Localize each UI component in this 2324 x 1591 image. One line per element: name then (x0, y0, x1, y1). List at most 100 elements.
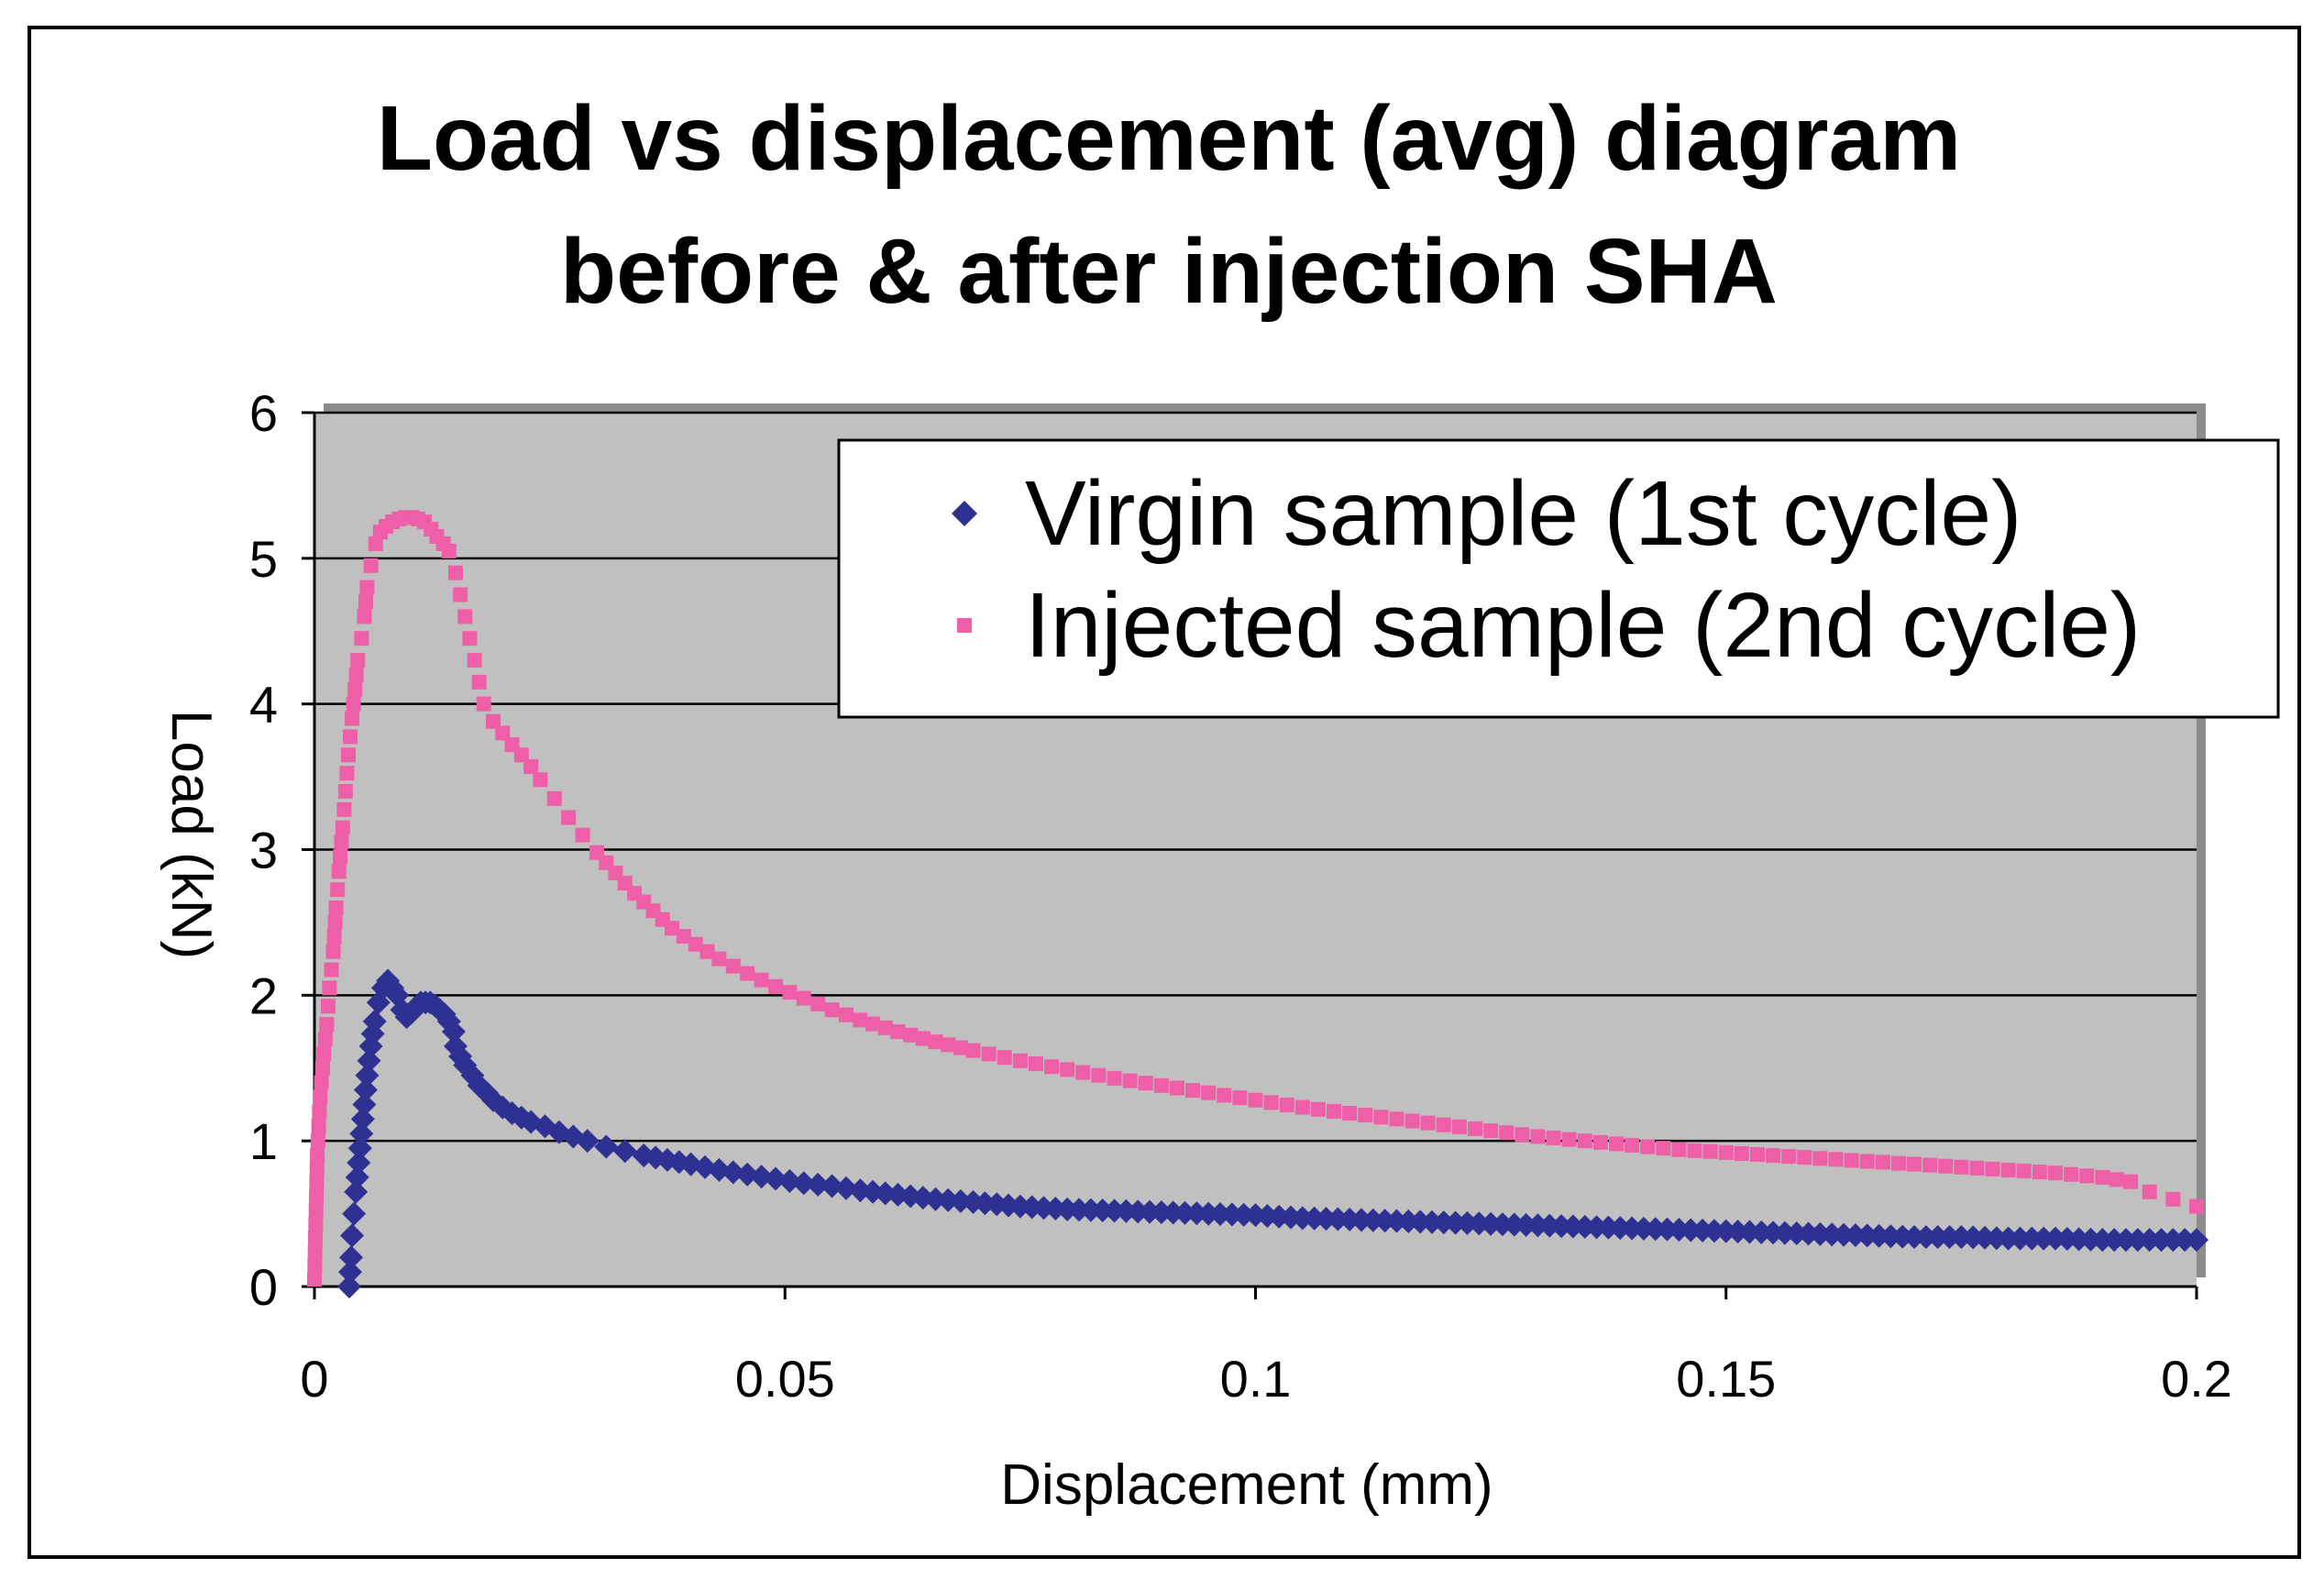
series-1-point-154 (1718, 1144, 1734, 1160)
series-1-point-182 (2165, 1191, 2181, 1207)
series-1-point-168 (1938, 1158, 1954, 1174)
series-1-point-147 (1608, 1136, 1624, 1152)
series-1-point-62 (462, 631, 478, 646)
series-1-point-169 (1954, 1159, 1969, 1175)
series-1-point-70 (523, 758, 539, 774)
series-1-point-33 (339, 766, 355, 781)
series-1-point-176 (2064, 1166, 2079, 1182)
y-axis-ticks: 0 1 2 3 4 5 6 (249, 384, 314, 1316)
series-1-point-96 (838, 1007, 854, 1022)
series-1-point-140 (1499, 1125, 1514, 1141)
series-0-point-58 (707, 1157, 732, 1182)
series-0-point-7 (347, 1150, 371, 1175)
series-1-point-171 (1985, 1161, 2000, 1177)
series-1-point-116 (1122, 1073, 1138, 1088)
series-1-point-8 (309, 1162, 325, 1177)
series-1-point-170 (1969, 1160, 1985, 1176)
legend-marker-0 (952, 501, 977, 526)
series-1-point-29 (334, 834, 349, 850)
series-1-point-27 (331, 864, 347, 879)
series-1-point-115 (1107, 1070, 1122, 1086)
series-0-point-50 (594, 1134, 619, 1159)
series-1-point-1 (307, 1258, 323, 1274)
series-1-point-71 (533, 772, 548, 788)
series-1-point-17 (317, 1031, 333, 1046)
series-1-point-64 (471, 674, 487, 690)
series-0-point-153 (1855, 1223, 1879, 1248)
series-1-point-173 (2016, 1163, 2032, 1178)
series-1-point-44 (359, 580, 375, 595)
series-1-point-97 (853, 1012, 868, 1028)
series-1-point-46 (368, 536, 383, 551)
series-1-point-98 (865, 1016, 881, 1032)
series-1-point-12 (312, 1104, 327, 1120)
series-1-point-104 (941, 1037, 956, 1053)
series-1-point-105 (953, 1040, 968, 1055)
series-1-point-7 (309, 1176, 325, 1191)
series-0-point-6 (345, 1165, 369, 1189)
y-tick-label-6: 6 (249, 384, 278, 442)
series-1-point-41 (354, 631, 369, 646)
series-1-point-15 (314, 1060, 330, 1076)
series-1-point-72 (546, 790, 562, 806)
series-1-point-87 (711, 951, 727, 967)
series-1-point-99 (877, 1020, 893, 1035)
x-tick-label-4: 0.2 (2161, 1350, 2232, 1408)
series-1-point-20 (322, 980, 337, 996)
series-1-point-174 (2032, 1165, 2047, 1180)
series-1-point-114 (1091, 1067, 1107, 1083)
series-1-point-91 (767, 978, 783, 994)
series-1-point-163 (1859, 1154, 1875, 1169)
y-tick-label-2: 2 (249, 967, 278, 1024)
chart-title-line-1: Load vs displacement (avg) diagram (377, 87, 1961, 190)
series-1-point-164 (1875, 1155, 1890, 1170)
series-0-point-62 (763, 1166, 788, 1191)
series-1-point-159 (1797, 1150, 1812, 1166)
series-1-point-93 (796, 990, 811, 1006)
series-1-point-131 (1358, 1108, 1373, 1123)
series-1-point-69 (513, 747, 529, 763)
series-1-point-123 (1232, 1090, 1248, 1106)
legend-marker-1 (957, 618, 972, 633)
series-1-point-28 (333, 849, 348, 865)
series-1-point-110 (1028, 1055, 1043, 1071)
x-axis-label: Displacement (mm) (1000, 1453, 1492, 1517)
y-axis-label: Load (kN) (160, 710, 223, 959)
series-1-point-151 (1671, 1142, 1687, 1157)
series-0-point-59 (721, 1160, 745, 1185)
x-axis-ticks: 0 0.05 0.1 0.15 0.2 (300, 1287, 2232, 1408)
series-1-point-83 (665, 921, 680, 936)
series-1-point-13 (313, 1089, 328, 1105)
series-1-point-158 (1781, 1149, 1797, 1165)
series-1-point-161 (1828, 1152, 1844, 1167)
series-0-point-49 (575, 1129, 600, 1154)
series-0-point-5 (344, 1179, 369, 1204)
series-0-point-181 (2185, 1228, 2208, 1253)
series-0-point-65 (806, 1172, 831, 1197)
series-1-point-92 (782, 985, 798, 1000)
series-1-point-137 (1451, 1119, 1467, 1134)
series-1-point-4 (308, 1217, 324, 1232)
series-0-point-2 (339, 1245, 364, 1270)
series-1-point-32 (337, 783, 353, 799)
series-1-point-22 (325, 944, 341, 959)
series-1-point-31 (336, 801, 352, 817)
x-tick-label-1: 0.05 (735, 1350, 835, 1408)
series-1-point-144 (1561, 1132, 1577, 1147)
series-1-point-119 (1169, 1080, 1184, 1096)
series-1-point-126 (1279, 1097, 1294, 1112)
series-1-point-181 (2142, 1184, 2157, 1199)
y-tick-label-1: 1 (249, 1112, 278, 1170)
series-0-point-13 (355, 1063, 380, 1088)
series-1-point-148 (1625, 1137, 1640, 1153)
chart-title-line-2: before & after injection SHA (560, 220, 1778, 323)
series-1-point-61 (457, 609, 473, 624)
series-0-point-60 (735, 1162, 760, 1187)
series-1-point-162 (1844, 1153, 1859, 1168)
series-1-point-86 (699, 944, 715, 959)
series-1-point-118 (1153, 1077, 1169, 1093)
series-1-point-40 (350, 653, 366, 668)
series-1-point-135 (1420, 1115, 1436, 1131)
series-1-point-6 (309, 1189, 325, 1205)
